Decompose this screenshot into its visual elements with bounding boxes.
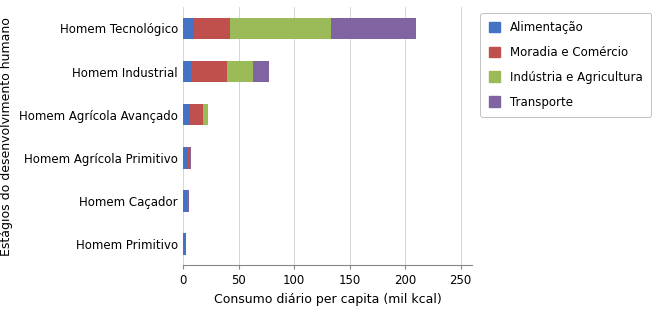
Bar — [183, 190, 187, 212]
Bar — [191, 61, 227, 82]
Bar — [203, 104, 208, 126]
Bar — [331, 18, 416, 39]
Bar — [183, 18, 195, 39]
Legend: Alimentação, Moradia e Comércio, Indústria e Agricultura, Transporte: Alimentação, Moradia e Comércio, Indústr… — [480, 13, 651, 117]
Bar — [183, 147, 188, 168]
X-axis label: Consumo diário per capita (mil kcal): Consumo diário per capita (mil kcal) — [214, 293, 441, 306]
Bar — [190, 147, 191, 168]
Bar — [230, 18, 331, 39]
Bar — [187, 190, 189, 212]
Bar — [253, 61, 269, 82]
Bar — [183, 233, 185, 255]
Bar — [195, 18, 230, 39]
Y-axis label: Estágios do desenvolvimento humano: Estágios do desenvolvimento humano — [1, 17, 13, 256]
Bar — [183, 61, 191, 82]
Bar — [188, 147, 190, 168]
Bar — [183, 104, 190, 126]
Bar — [190, 104, 203, 126]
Bar — [227, 61, 253, 82]
